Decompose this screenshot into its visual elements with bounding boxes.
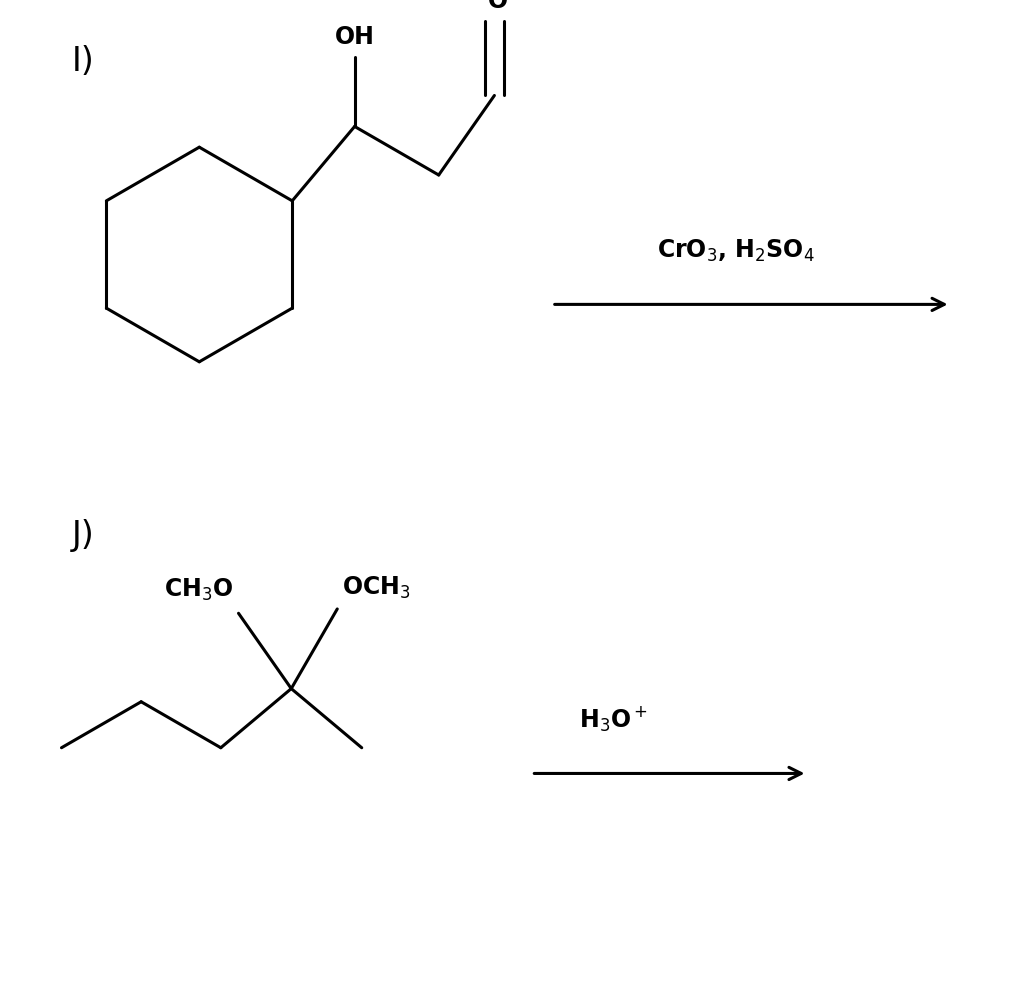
Text: CH$_3$O: CH$_3$O bbox=[164, 577, 233, 604]
Text: H$_3$O$^+$: H$_3$O$^+$ bbox=[578, 705, 648, 734]
Text: I): I) bbox=[72, 45, 94, 78]
Text: OCH$_3$: OCH$_3$ bbox=[342, 575, 411, 601]
Text: O: O bbox=[487, 0, 508, 13]
Text: J): J) bbox=[72, 519, 94, 552]
Text: CrO$_3$, H$_2$SO$_4$: CrO$_3$, H$_2$SO$_4$ bbox=[657, 239, 815, 264]
Text: OH: OH bbox=[334, 25, 375, 49]
